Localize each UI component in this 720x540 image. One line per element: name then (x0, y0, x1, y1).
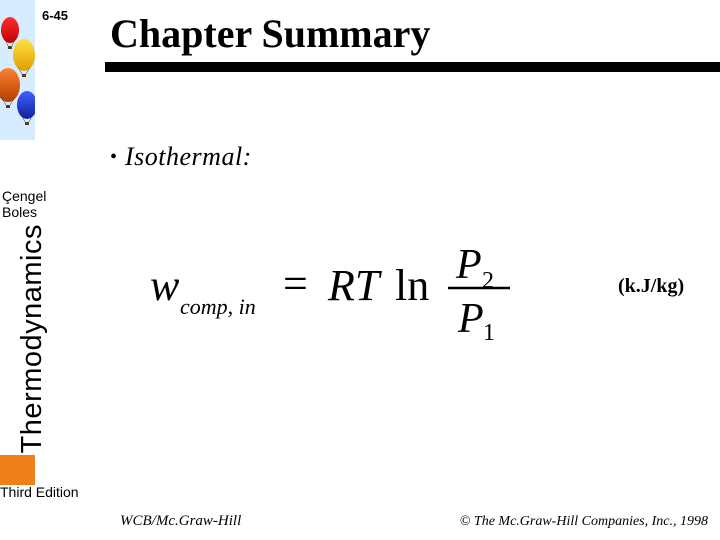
balloon-icon (1, 17, 19, 43)
footer-copyright: © The Mc.Graw-Hill Companies, Inc., 1998 (460, 514, 708, 530)
title-underline (105, 62, 720, 72)
eq-lhs-sub: comp, in (180, 294, 256, 319)
eq-rt: RT (327, 261, 383, 310)
eq-num-sub: 2 (482, 268, 494, 294)
author-line-1: Çengel (2, 188, 46, 204)
slide-number: 6-45 (42, 8, 68, 23)
authors-block: Çengel Boles (2, 188, 46, 220)
bullet-text: Isothermal: (125, 142, 252, 172)
footer-publisher: WCB/Mc.Graw-Hill (120, 513, 241, 530)
balloon-image-strip (0, 0, 35, 140)
balloon-icon (13, 39, 35, 71)
spine-title: Thermodynamics (16, 224, 49, 453)
page-title: Chapter Summary (110, 10, 430, 57)
bullet-item: • Isothermal: (110, 142, 252, 172)
eq-den-sub: 1 (483, 320, 495, 340)
eq-den-p: P (457, 296, 484, 340)
author-line-2: Boles (2, 204, 46, 220)
eq-equals: = (283, 259, 308, 308)
orange-accent-band (0, 455, 35, 485)
eq-ln: ln (395, 261, 429, 310)
eq-num-p: P (455, 242, 482, 288)
edition-label: Third Edition (0, 484, 79, 500)
bullet-dot-icon: • (110, 147, 117, 167)
unit-label: (k.J/kg) (618, 275, 684, 298)
eq-lhs-base: w (150, 261, 180, 310)
equation: w comp, in = RT ln P 2 P 1 (150, 240, 590, 340)
